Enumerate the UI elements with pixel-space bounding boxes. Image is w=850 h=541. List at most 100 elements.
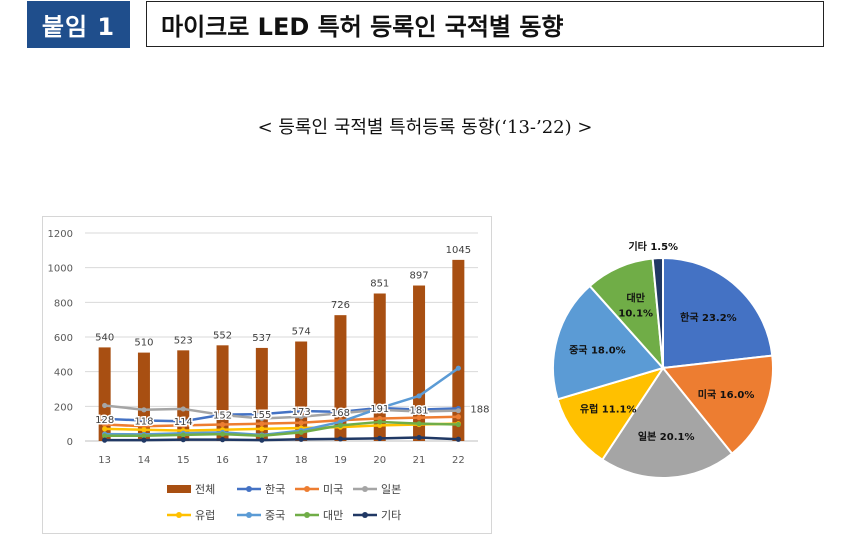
line-point-대만: [259, 433, 265, 439]
pie-slice-중국: [552, 284, 665, 401]
y-tick-label: 1200: [48, 229, 73, 240]
x-tick-label: 16: [216, 455, 229, 466]
bar-data-label: 510: [134, 338, 153, 349]
line-point-일본: [455, 408, 461, 414]
line-point-미국: [259, 421, 265, 427]
bar-전체: [177, 350, 190, 441]
legend-label: 미국: [323, 483, 343, 496]
line-series-기타: [104, 436, 459, 442]
y-tick-label: 600: [54, 333, 73, 344]
line-point-대만: [141, 433, 147, 439]
line-series-대만: [104, 420, 459, 438]
pie-chart-panel: 한국 23.2% 미국 16.0% 일본 20.1% 유럽 11.1% 중국 18.0%…: [520, 232, 820, 512]
line-point-기타: [298, 436, 304, 442]
legend-label: 중국: [265, 509, 285, 522]
line-point-한국: [180, 418, 186, 424]
pie-data-label: 중국 18.0%: [569, 344, 626, 356]
combo-chart-panel: 0 200 400 600 800 1000 1200 13 14 15 16 17 18 19 20 21 2…: [42, 216, 492, 534]
line-series-미국: [104, 415, 459, 428]
line-data-label: 168: [331, 408, 350, 419]
bar-전체: [98, 347, 111, 441]
line-data-label: 188: [470, 404, 489, 415]
chart-subtitle: < 등록인 국적별 특허등록 동향(‘13-’22) >: [257, 117, 593, 138]
line-point-미국: [416, 415, 422, 421]
line-point-기타: [337, 436, 344, 442]
pie-data-label: 일본 20.1%: [638, 430, 695, 443]
line-point-미국: [298, 420, 304, 426]
pie-slice-유럽: [556, 366, 666, 462]
page-title-text: 마이크로 LED 특허 등록인 국적별 동향: [161, 12, 564, 41]
line-point-대만: [337, 422, 344, 428]
line-point-한국: [298, 408, 304, 414]
line-data-label: 128: [95, 415, 114, 426]
line-point-대만: [219, 431, 226, 437]
bar-전체: [334, 315, 347, 441]
line-point-유럽: [141, 427, 147, 433]
page-title: 마이크로 LED 특허 등록인 국적별 동향: [146, 1, 824, 47]
line-data-label: 155: [252, 410, 271, 421]
appendix-badge: 붙임 1: [27, 1, 130, 48]
line-point-미국: [102, 421, 108, 428]
line-point-기타: [102, 437, 108, 443]
line-point-일본: [298, 414, 304, 420]
legend-label: 기타: [381, 509, 401, 522]
line-data-label: 114: [174, 417, 193, 428]
pie-data-label: 대만 10.1%: [618, 291, 653, 319]
legend-marker: [246, 486, 252, 492]
line-point-미국: [180, 422, 186, 428]
line-point-대만: [102, 433, 108, 439]
line-series-중국: [104, 367, 460, 437]
line-point-대만: [377, 419, 383, 425]
legend-label: 전체: [195, 483, 215, 496]
bar-data-label: 726: [331, 300, 350, 311]
pie-slice-일본: [600, 366, 734, 479]
line-point-기타: [219, 437, 226, 443]
line-point-일본: [259, 415, 265, 422]
pie-slice-미국: [661, 354, 774, 456]
pie-data-label: 유럽 11.1%: [580, 403, 637, 416]
bar-전체: [137, 352, 150, 441]
line-point-기타: [377, 435, 383, 441]
x-tick-label: 19: [334, 455, 347, 466]
bar-전체: [373, 293, 386, 441]
line-data-label: 152: [213, 411, 232, 422]
x-tick-label: 18: [295, 455, 308, 466]
line-point-일본: [337, 410, 344, 416]
bar-data-label: 1045: [446, 245, 471, 256]
line-data-label: 191: [370, 404, 389, 415]
legend-marker: [176, 512, 182, 518]
line-point-중국: [416, 393, 422, 399]
x-tick-label: 14: [138, 455, 151, 466]
line-point-중국: [377, 405, 383, 411]
line-point-일본: [180, 406, 186, 412]
bar-전체: [413, 285, 426, 441]
line-series-일본: [104, 404, 459, 420]
pie-chart: 한국 23.2% 미국 16.0% 일본 20.1% 유럽 11.1% 중국 18.0%…: [552, 240, 774, 479]
bar-전체: [452, 259, 465, 441]
line-point-대만: [180, 432, 186, 438]
bar-전체: [216, 345, 229, 441]
pie-slice-기타: [651, 256, 664, 369]
bar-data-label: 537: [252, 333, 271, 344]
y-tick-label: 800: [54, 298, 73, 309]
legend-marker: [304, 512, 310, 518]
line-point-한국: [259, 411, 265, 417]
bar-data-label: 552: [213, 330, 232, 341]
bar-data-label: 574: [292, 327, 311, 338]
line-series-한국: [104, 406, 459, 423]
x-tick-label: 22: [452, 455, 465, 466]
bar-data-label: 851: [370, 278, 389, 289]
line-point-기타: [455, 436, 461, 442]
legend-marker: [362, 486, 368, 492]
legend-swatch: [167, 485, 191, 493]
line-point-대만: [455, 421, 461, 428]
line-point-기타: [141, 437, 147, 443]
pie-data-label: 한국 23.2%: [680, 312, 737, 324]
line-point-일본: [416, 408, 422, 415]
pie-slice-한국: [662, 256, 774, 370]
line-point-기타: [259, 437, 265, 443]
line-point-한국: [102, 416, 108, 422]
line-series-유럽: [104, 422, 459, 432]
legend-label: 대만: [323, 509, 343, 522]
legend-marker: [362, 512, 368, 518]
